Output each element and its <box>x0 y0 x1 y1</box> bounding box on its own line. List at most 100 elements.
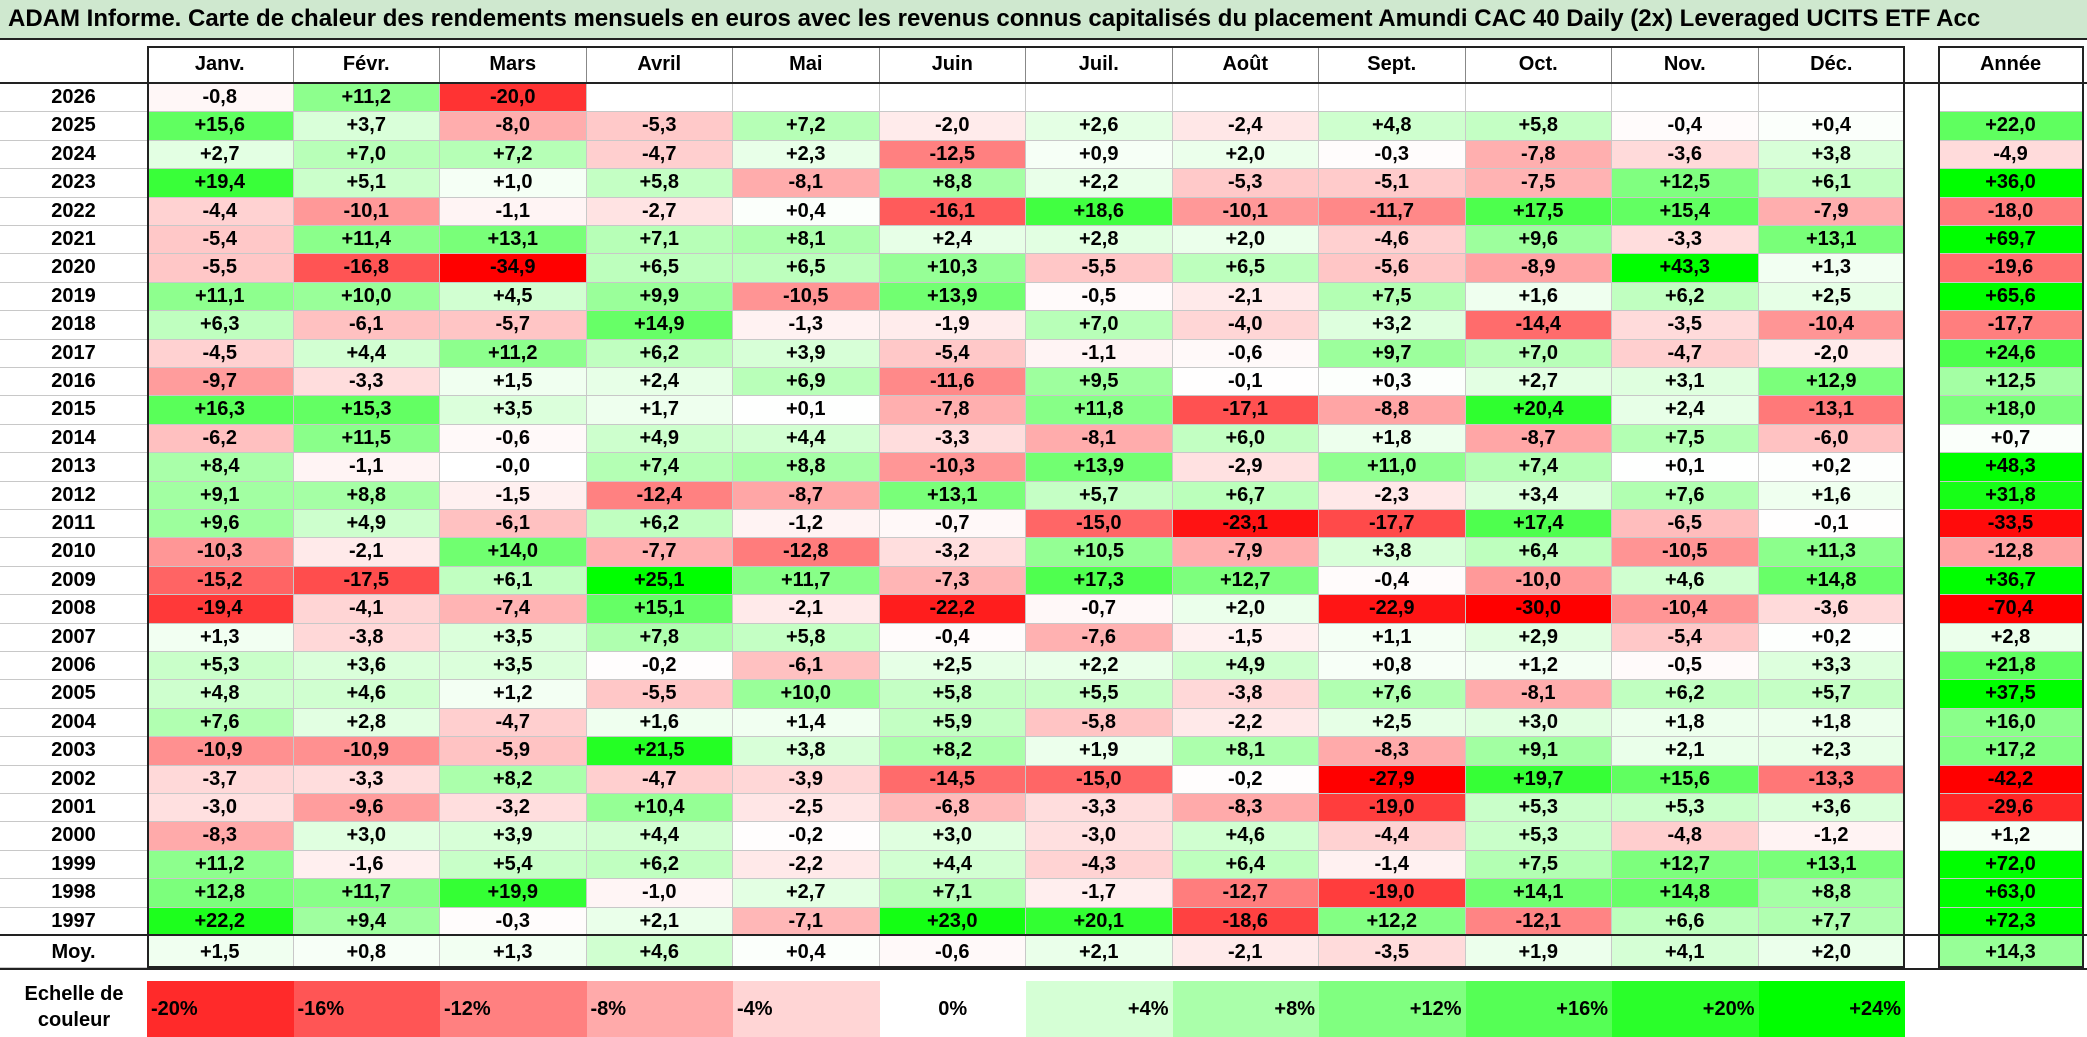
heatmap-cell: +6,1 <box>1758 169 1905 198</box>
heatmap-cell: -11,6 <box>879 368 1026 397</box>
row-year-label: 2006 <box>0 652 147 681</box>
heatmap-cell: -8,7 <box>1465 424 1612 454</box>
heatmap-cell: +3,6 <box>1758 794 1905 823</box>
heatmap-cell: +6,9 <box>733 368 880 397</box>
heatmap-cell: -2,0 <box>1758 339 1905 368</box>
avg-cell: -3,5 <box>1319 936 1466 968</box>
heatmap-cell: +10,4 <box>586 794 733 823</box>
heatmap-cell: +5,1 <box>293 169 440 198</box>
heatmap-cell: -7,6 <box>1026 623 1173 652</box>
heatmap-cell: +2,9 <box>1465 623 1612 652</box>
heatmap-cell: +3,8 <box>1758 140 1905 170</box>
heatmap-cell: -9,7 <box>147 368 294 397</box>
month-header: Nov. <box>1612 46 1759 82</box>
heatmap-cell: -0,1 <box>1172 368 1319 397</box>
heatmap-cell: -3,8 <box>1172 680 1319 709</box>
row-year-label: 2008 <box>0 595 147 624</box>
heatmap-cell: -2,9 <box>1172 453 1319 482</box>
heatmap-cell: +5,8 <box>586 169 733 198</box>
heatmap-cell: -7,4 <box>440 595 587 624</box>
color-scale-label: Echelle de couleur <box>24 983 124 1031</box>
heatmap-cell: +1,5 <box>440 368 587 397</box>
heatmap-cell: +15,6 <box>147 112 294 141</box>
heatmap-cell: +8,8 <box>879 169 1026 198</box>
annual-cell: +36,7 <box>1938 566 2084 596</box>
heatmap-cell: +17,5 <box>1465 197 1612 226</box>
month-header: Août <box>1173 46 1319 82</box>
heatmap-cell: +11,0 <box>1319 453 1466 482</box>
heatmap-cell: -6,8 <box>879 794 1026 823</box>
heatmap-cell: -2,3 <box>1319 481 1466 510</box>
heatmap-cell: +12,7 <box>1612 850 1759 880</box>
heatmap-cell: +1,1 <box>1319 623 1466 652</box>
heatmap-cell: +2,0 <box>1172 140 1319 170</box>
heatmap-cell: -10,1 <box>293 197 440 226</box>
heatmap-cell: -5,5 <box>147 254 294 283</box>
heatmap-cell: +14,8 <box>1758 566 1905 596</box>
row-year-label: 2024 <box>0 141 147 170</box>
heatmap-cell: -15,2 <box>147 566 294 596</box>
heatmap-cell: +1,4 <box>733 708 880 738</box>
heatmap-cell: -3,0 <box>1026 822 1173 851</box>
annual-cell: +65,6 <box>1938 282 2084 312</box>
annual-cell: +17,2 <box>1938 737 2084 766</box>
heatmap-cell: -10,5 <box>1612 538 1759 567</box>
heatmap-cell: +6,5 <box>586 254 733 283</box>
heatmap-cell: +11,2 <box>293 84 440 113</box>
heatmap-cell: -11,7 <box>1319 197 1466 226</box>
row-year-label: 2010 <box>0 538 147 567</box>
heatmap-cell: +6,5 <box>1172 254 1319 283</box>
heatmap-cell: -5,3 <box>1172 169 1319 198</box>
avg-cell: +0,4 <box>733 936 880 968</box>
heatmap-cell: -0,2 <box>1172 765 1319 794</box>
annual-cell: +2,8 <box>1938 623 2084 652</box>
heatmap-cell: -22,2 <box>879 595 1026 624</box>
heatmap-cell: +13,9 <box>879 282 1026 312</box>
heatmap-cell: -4,3 <box>1026 850 1173 880</box>
annual-cell: +12,5 <box>1938 368 2084 397</box>
heatmap-cell: +8,8 <box>1758 879 1905 908</box>
heatmap-cell: -6,1 <box>440 510 587 539</box>
heatmap-cell <box>733 84 880 113</box>
heatmap-cell: +6,3 <box>147 311 294 340</box>
heatmap-cell: -1,2 <box>1758 822 1905 851</box>
row-year-label: 2020 <box>0 254 147 283</box>
heatmap-cell: -0,1 <box>1758 510 1905 539</box>
annual-cell: +63,0 <box>1938 879 2084 908</box>
heatmap-cell: -20,0 <box>440 84 587 113</box>
heatmap-cell: -7,7 <box>586 538 733 567</box>
heatmap-cell: +4,8 <box>147 680 294 709</box>
heatmap-cell: +1,3 <box>1758 254 1905 283</box>
color-scale-swatch: +20% <box>1612 981 1759 1037</box>
heatmap-cell: +10,5 <box>1026 538 1173 567</box>
heatmap-cell: -4,5 <box>147 339 294 368</box>
heatmap-cell: +11,5 <box>293 424 440 454</box>
avg-cell: -0,6 <box>879 936 1026 968</box>
heatmap-cell: +5,3 <box>1465 822 1612 851</box>
heatmap-cell: +6,6 <box>1612 907 1759 936</box>
heatmap-cell: +2,4 <box>586 368 733 397</box>
annual-cell: -70,4 <box>1938 595 2084 624</box>
heatmap-cell: +3,0 <box>1465 708 1612 738</box>
annual-cell: +69,7 <box>1938 226 2084 255</box>
heatmap-cell: -0,7 <box>879 510 1026 539</box>
month-header: Juin <box>880 46 1026 82</box>
heatmap-cell: +0,4 <box>1758 112 1905 141</box>
heatmap-cell: -7,1 <box>733 907 880 936</box>
heatmap-cell: +11,4 <box>293 226 440 255</box>
heatmap-cell: -8,1 <box>733 169 880 198</box>
heatmap-cell: -10,1 <box>1172 197 1319 226</box>
heatmap-cell: +2,6 <box>1026 112 1173 141</box>
heatmap-cell: +7,0 <box>1026 311 1173 340</box>
heatmap-cell: +3,5 <box>440 652 587 681</box>
month-header: Sept. <box>1319 46 1466 82</box>
row-year-label: 1997 <box>0 908 147 936</box>
heatmap-cell: +1,3 <box>147 623 294 652</box>
annual-cell: +36,0 <box>1938 169 2084 198</box>
header-divider <box>0 82 2087 84</box>
heatmap-cell: +1,8 <box>1612 708 1759 738</box>
row-year-label: 2015 <box>0 396 147 425</box>
avg-cell: +2,1 <box>1026 936 1173 968</box>
heatmap-cell: -3,2 <box>440 794 587 823</box>
heatmap-cell: +3,0 <box>879 822 1026 851</box>
